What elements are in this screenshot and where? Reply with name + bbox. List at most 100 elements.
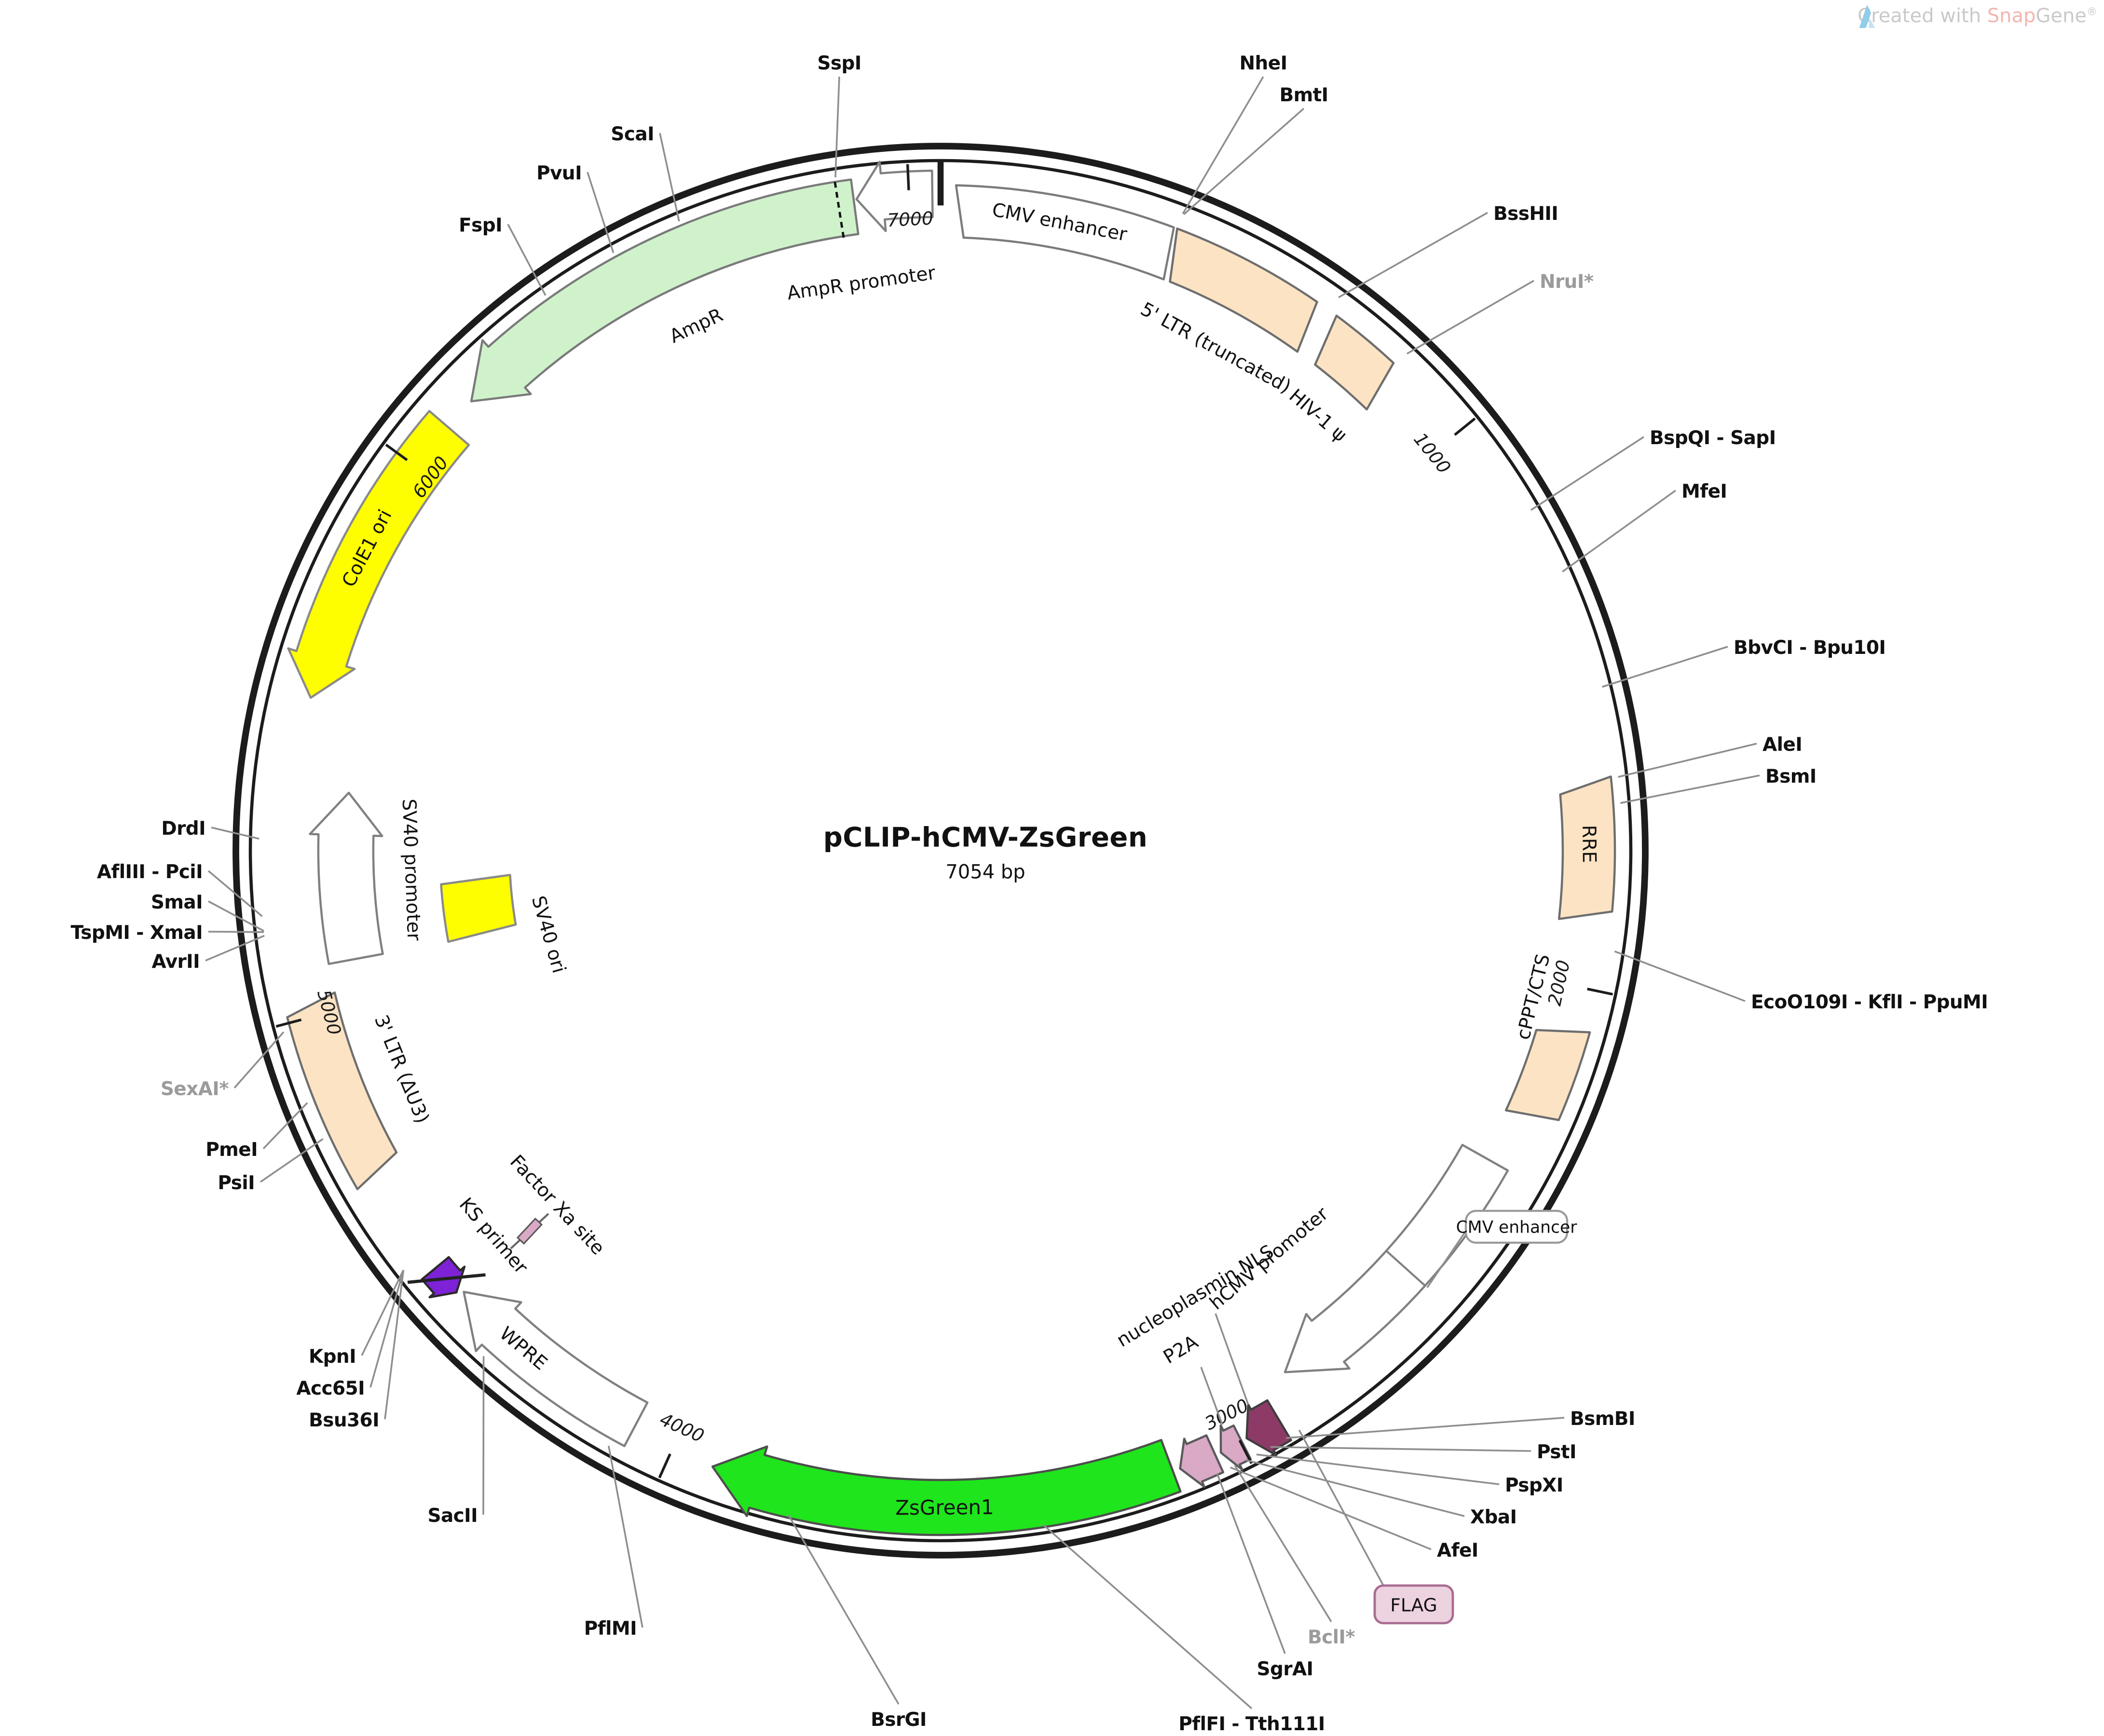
bsrgi-leader <box>787 1514 900 1705</box>
sv40-ori-shape <box>440 874 517 943</box>
pmei-leader <box>262 1102 308 1150</box>
afliii-pcii-leader <box>207 870 263 917</box>
sgrai-site-label: SgrAI <box>1257 1658 1313 1680</box>
drdi-leader <box>211 827 260 840</box>
rre-shape <box>1558 775 1616 920</box>
sexai-leader <box>233 1031 285 1089</box>
sacii-leader <box>482 1356 485 1515</box>
features <box>286 161 1616 1536</box>
factor-xa-site-label: Factor Xa site <box>506 1151 609 1260</box>
bsmi-leader <box>1620 774 1760 804</box>
tick-6000 <box>385 444 408 461</box>
acc65i-site-label: Acc65I <box>296 1378 365 1399</box>
bsu36i-leader <box>384 1270 405 1420</box>
ampr-promoter-feature <box>855 161 934 232</box>
tick-1000 <box>1454 417 1476 436</box>
wpre-shape <box>463 1290 649 1448</box>
smai-site-label: SmaI <box>151 892 203 913</box>
cppt-cts-shape <box>1504 1029 1591 1121</box>
bsshii-site-label: BssHII <box>1493 203 1558 225</box>
sacii-site-label: SacII <box>427 1505 478 1527</box>
flag-tag-box <box>1373 1584 1454 1625</box>
hiv-1-psi-label: HIV-1 ψ <box>1285 385 1351 446</box>
sexai-site-label: SexAI* <box>161 1078 229 1100</box>
alei-site-label: AleI <box>1762 734 1802 756</box>
zsgreen1-shape <box>711 1438 1182 1536</box>
sv40-ori-label: SV40 ori <box>527 894 570 976</box>
cmv-enhancer-feature <box>955 184 1175 281</box>
watermark-text: Created with SnapGene® <box>1858 5 2097 27</box>
pspxi-leader <box>1256 1453 1500 1485</box>
psti-leader <box>1270 1446 1531 1452</box>
nhei-site-label: NheI <box>1240 53 1287 74</box>
hcmv-promoter-feature <box>1284 1143 1509 1373</box>
bmti-site-label: BmtI <box>1279 84 1328 106</box>
mfei-leader <box>1562 489 1677 573</box>
bsrgi-site-label: BsrGI <box>871 1709 927 1731</box>
sv40-ori-feature <box>440 874 517 943</box>
afei-leader <box>1230 1466 1432 1550</box>
tick-5000 <box>275 1018 302 1028</box>
pvui-leader <box>587 172 615 253</box>
watermark-created-with: Created with <box>1858 5 1987 27</box>
ecoo109i-kfli-ppumi-site-label: EcoO109I - KflI - PpuMI <box>1751 991 1988 1013</box>
snapgene-watermark: Created with SnapGene® <box>1858 5 2097 28</box>
nucleoplasmin-nls-feature <box>1245 1399 1292 1456</box>
avrii-site-label: AvrII <box>152 951 200 973</box>
ring-outer <box>232 143 1649 1559</box>
bsmbi-site-label: BsmBI <box>1570 1408 1635 1430</box>
psii-site-label: PsiI <box>218 1172 255 1194</box>
avrii-leader <box>205 935 265 962</box>
bspqi-sapi-leader <box>1530 436 1644 511</box>
psii-leader <box>260 1138 324 1183</box>
xbai-site-label: XbaI <box>1470 1506 1517 1528</box>
tick-label-1000: 1000 <box>1409 429 1455 478</box>
zsgreen1-label: ZsGreen1 <box>895 1495 994 1519</box>
watermark-registered: ® <box>2087 6 2097 18</box>
plasmid-title-block: pCLIP-hCMV-ZsGreen 7054 bp <box>823 822 1148 883</box>
p2a-feature <box>1219 1424 1252 1471</box>
scai-site-label: ScaI <box>611 123 654 145</box>
factor-xa-site-marker <box>516 1217 543 1245</box>
hcmv-promoter-shape <box>1284 1143 1509 1373</box>
5-ltr-truncated-feature <box>1169 227 1318 353</box>
tick-label-4000: 4000 <box>656 1409 707 1447</box>
tick-4000 <box>658 1453 671 1478</box>
bsu36i-site-label: Bsu36I <box>309 1410 379 1431</box>
nucleoplasmin-nls-shape <box>1245 1399 1292 1456</box>
afei-site-label: AfeI <box>1437 1540 1478 1561</box>
ecoo109i-kfli-ppumi-leader <box>1614 950 1746 1002</box>
sv40-promoter-shape <box>309 791 384 965</box>
nrui-leader <box>1407 280 1534 355</box>
nhei-leader <box>1182 76 1264 215</box>
watermark-snap: Snap <box>1987 5 2036 27</box>
snapgene-logo-icon <box>1859 5 1875 28</box>
sgrai-leader <box>1216 1473 1286 1654</box>
bbvci-bpu10i-site-label: BbvCI - Bpu10I <box>1734 637 1885 659</box>
bmti-leader <box>1183 108 1305 215</box>
tick-3000 <box>1238 1439 1253 1465</box>
ampr-promoter-shape <box>855 161 934 232</box>
afliii-pcii-site-label: AflIII - PciI <box>97 861 203 883</box>
cppt-cts-feature <box>1504 1029 1591 1121</box>
sspi-site-label: SspI <box>817 53 861 74</box>
cole1-ori-feature <box>287 410 470 699</box>
cmv-enhancer-divider <box>1385 1250 1426 1287</box>
rre-feature <box>1558 775 1616 920</box>
smai-leader <box>208 900 264 932</box>
psti-site-label: PstI <box>1537 1441 1576 1463</box>
ampr-label: AmpR <box>666 304 726 348</box>
fspi-site-label: FspI <box>459 215 502 236</box>
ampr-feature <box>470 178 860 403</box>
bsmbi-leader <box>1286 1417 1565 1439</box>
hiv-1-psi-feature <box>1314 314 1395 411</box>
watermark-gene: Gene <box>2036 5 2087 27</box>
sv40-promoter-feature <box>309 791 384 965</box>
pflmi-leader <box>608 1445 643 1628</box>
sspi-leader <box>834 76 840 177</box>
xbai-leader <box>1245 1459 1465 1517</box>
pflmi-site-label: PflMI <box>584 1618 637 1640</box>
scai-leader <box>659 133 680 222</box>
